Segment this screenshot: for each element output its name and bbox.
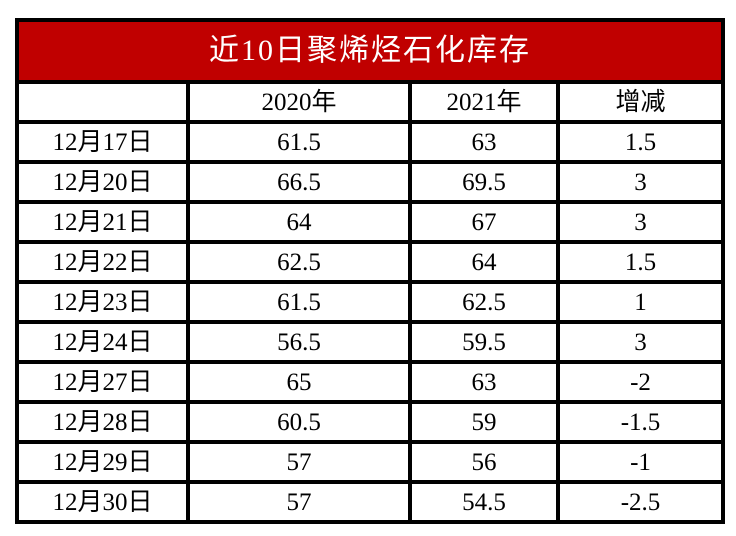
date-cell: 12月17日 bbox=[15, 120, 190, 164]
value-2021-cell: 69.5 bbox=[408, 160, 560, 204]
value-2021-cell: 67 bbox=[408, 200, 560, 244]
change-cell: 1 bbox=[556, 280, 725, 324]
value-2020-cell: 61.5 bbox=[186, 120, 412, 164]
change-cell: -2 bbox=[556, 360, 725, 404]
value-2020-cell: 57 bbox=[186, 480, 412, 524]
change-cell: 3 bbox=[556, 200, 725, 244]
change-cell: -1 bbox=[556, 440, 725, 484]
table-row: 12月24日 56.5 59.5 3 bbox=[15, 320, 725, 364]
table-row: 12月20日 66.5 69.5 3 bbox=[15, 160, 725, 204]
table-row: 12月22日 62.5 64 1.5 bbox=[15, 240, 725, 284]
value-2020-cell: 62.5 bbox=[186, 240, 412, 284]
value-2020-cell: 56.5 bbox=[186, 320, 412, 364]
table-row: 12月17日 61.5 63 1.5 bbox=[15, 120, 725, 164]
column-header-2021: 2021年 bbox=[408, 80, 560, 124]
date-cell: 12月30日 bbox=[15, 480, 190, 524]
value-2021-cell: 54.5 bbox=[408, 480, 560, 524]
date-cell: 12月27日 bbox=[15, 360, 190, 404]
value-2020-cell: 65 bbox=[186, 360, 412, 404]
table-title: 近10日聚烯烃石化库存 bbox=[15, 18, 725, 84]
value-2021-cell: 62.5 bbox=[408, 280, 560, 324]
table-row: 12月28日 60.5 59 -1.5 bbox=[15, 400, 725, 444]
value-2021-cell: 64 bbox=[408, 240, 560, 284]
change-cell: 3 bbox=[556, 160, 725, 204]
value-2020-cell: 64 bbox=[186, 200, 412, 244]
value-2021-cell: 59.5 bbox=[408, 320, 560, 364]
value-2021-cell: 59 bbox=[408, 400, 560, 444]
title-row: 近10日聚烯烃石化库存 bbox=[15, 18, 725, 84]
change-cell: 1.5 bbox=[556, 240, 725, 284]
table-row: 12月29日 57 56 -1 bbox=[15, 440, 725, 484]
value-2021-cell: 63 bbox=[408, 120, 560, 164]
date-cell: 12月21日 bbox=[15, 200, 190, 244]
date-cell: 12月24日 bbox=[15, 320, 190, 364]
header-row: 2020年 2021年 增减 bbox=[15, 80, 725, 124]
value-2020-cell: 66.5 bbox=[186, 160, 412, 204]
table-row: 12月30日 57 54.5 -2.5 bbox=[15, 480, 725, 524]
change-cell: -1.5 bbox=[556, 400, 725, 444]
change-cell: 1.5 bbox=[556, 120, 725, 164]
change-cell: 3 bbox=[556, 320, 725, 364]
date-cell: 12月28日 bbox=[15, 400, 190, 444]
date-cell: 12月20日 bbox=[15, 160, 190, 204]
column-header-2020: 2020年 bbox=[186, 80, 412, 124]
value-2020-cell: 61.5 bbox=[186, 280, 412, 324]
column-header-change: 增减 bbox=[556, 80, 725, 124]
change-cell: -2.5 bbox=[556, 480, 725, 524]
table-row: 12月27日 65 63 -2 bbox=[15, 360, 725, 404]
value-2020-cell: 57 bbox=[186, 440, 412, 484]
inventory-table: 近10日聚烯烃石化库存 2020年 2021年 增减 12月17日 61.5 6… bbox=[15, 18, 725, 524]
value-2020-cell: 60.5 bbox=[186, 400, 412, 444]
table-row: 12月23日 61.5 62.5 1 bbox=[15, 280, 725, 324]
column-header-blank bbox=[15, 80, 190, 124]
table-row: 12月21日 64 67 3 bbox=[15, 200, 725, 244]
date-cell: 12月23日 bbox=[15, 280, 190, 324]
value-2021-cell: 56 bbox=[408, 440, 560, 484]
value-2021-cell: 63 bbox=[408, 360, 560, 404]
date-cell: 12月22日 bbox=[15, 240, 190, 284]
date-cell: 12月29日 bbox=[15, 440, 190, 484]
